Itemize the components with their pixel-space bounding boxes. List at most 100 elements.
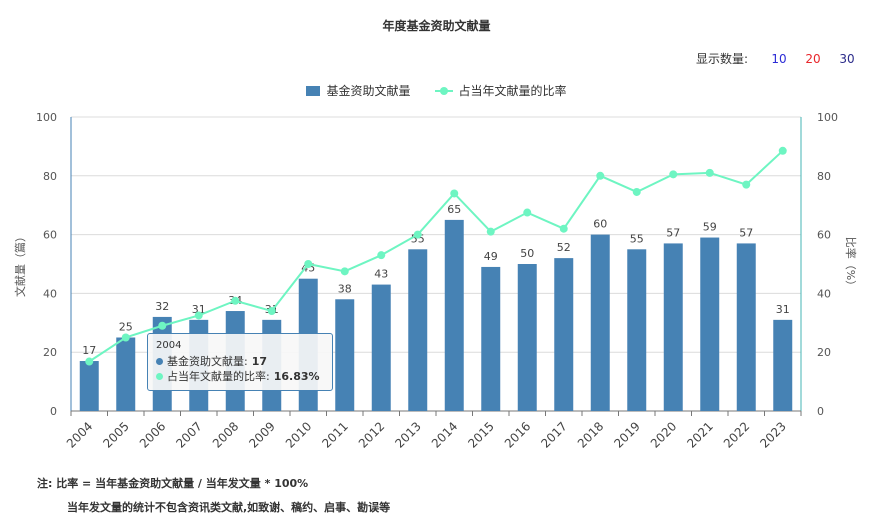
y-tick-label: 80: [43, 170, 57, 183]
ratio-point: [377, 251, 386, 260]
x-tick-label: 2005: [100, 419, 131, 450]
y2-axis-title: 比率（%）: [844, 237, 858, 291]
tooltip-ratio-value: 16.83%: [273, 370, 320, 383]
x-tick-label: 2006: [137, 419, 168, 450]
y2-tick-label: 60: [817, 229, 831, 242]
y-tick-label: 100: [36, 111, 57, 124]
x-tick-label: 2018: [575, 419, 606, 450]
display-count-option-30[interactable]: 30: [839, 51, 855, 66]
chart-notes: 注: 比率 = 当年基金资助文献量 / 当年发文量 * 100% 当年发文量的统…: [37, 472, 390, 520]
legend-line-label: 占当年文献量的比率: [458, 84, 567, 98]
y2-tick-label: 80: [817, 170, 831, 183]
bar: [517, 264, 537, 411]
tooltip-year: 2004: [156, 340, 182, 351]
legend-bar-label: 基金资助文献量: [326, 84, 411, 98]
bar: [773, 319, 793, 411]
bar-value-label: 65: [447, 203, 461, 216]
y-tick-label: 60: [43, 229, 57, 242]
x-tick-label: 2004: [64, 419, 95, 450]
x-tick-label: 2009: [246, 419, 277, 450]
ratio-point: [267, 307, 276, 316]
bar-value-label: 50: [520, 247, 534, 260]
bar-value-label: 59: [703, 221, 717, 234]
x-tick-label: 2023: [757, 419, 788, 450]
bar: [408, 249, 428, 411]
display-count-option-20[interactable]: 20: [805, 51, 821, 66]
ratio-point: [121, 333, 130, 342]
bar-value-label: 31: [192, 303, 206, 316]
note-exclusion: 当年发文量的统计不包含资讯类文献,如致谢、稿约、启事、勘误等: [67, 501, 391, 514]
y-tick-label: 40: [43, 287, 57, 300]
legend-bar-swatch: [306, 85, 321, 96]
y2-tick-label: 40: [817, 287, 831, 300]
bar-value-label: 38: [338, 282, 352, 295]
y2-tick-label: 0: [817, 405, 824, 418]
ratio-point: [596, 171, 605, 180]
tooltip-row-count: 基金资助文献量: 17: [156, 354, 324, 369]
bar-value-label: 60: [593, 218, 607, 231]
ratio-point: [340, 267, 349, 276]
y2-tick-label: 20: [817, 346, 831, 359]
x-tick-label: 2015: [465, 419, 496, 450]
tooltip-dot-ratio: [156, 373, 163, 380]
legend-item-bar[interactable]: 基金资助文献量: [306, 82, 411, 99]
legend-line-swatch: [434, 86, 453, 96]
bar: [371, 284, 391, 411]
bar: [663, 243, 683, 411]
bar-value-label: 49: [484, 250, 498, 263]
tooltip-count-value: 17: [251, 355, 268, 368]
bar-value-label: 17: [82, 344, 96, 357]
y-tick-label: 0: [50, 405, 57, 418]
x-tick-label: 2010: [283, 419, 314, 450]
bar: [481, 266, 501, 411]
chart-title: 年度基金资助文献量: [382, 19, 491, 33]
tooltip-dot-count: [156, 358, 163, 365]
ratio-line: [88, 150, 784, 363]
ratio-point: [742, 180, 751, 189]
bar: [444, 219, 464, 411]
bar: [116, 337, 136, 411]
x-tick-label: 2017: [538, 419, 569, 450]
bar: [335, 299, 355, 411]
x-tick-label: 2019: [611, 419, 642, 450]
bar: [627, 249, 647, 411]
bar-value-label: 57: [666, 226, 680, 239]
x-tick-label: 2008: [210, 419, 241, 450]
ratio-point: [523, 208, 532, 217]
ratio-point: [413, 230, 422, 239]
x-tick-label: 2012: [356, 419, 387, 450]
ratio-point: [304, 260, 313, 268]
tooltip-row-ratio: 占当年文献量的比率: 16.83%: [156, 369, 324, 384]
x-tick-label: 2021: [684, 419, 715, 450]
y-axis-title: 文献量（篇）: [13, 231, 27, 297]
chart-legend: 基金资助文献量 占当年文献量的比率: [0, 82, 873, 99]
tooltip-ratio-label: 占当年文献量的比率:: [167, 370, 270, 383]
x-tick-label: 2014: [429, 419, 460, 450]
bar-value-label: 57: [739, 226, 753, 239]
ratio-point: [158, 321, 167, 330]
tooltip-count-label: 基金资助文献量:: [167, 355, 248, 368]
x-tick-label: 2013: [392, 419, 423, 450]
bar-value-label: 31: [776, 303, 790, 316]
ratio-point: [486, 227, 495, 236]
bar-value-label: 55: [630, 232, 644, 245]
display-count-option-10[interactable]: 10: [771, 51, 787, 66]
y-tick-label: 20: [43, 346, 57, 359]
ratio-point: [85, 357, 94, 366]
display-count-selector: 显示数量: 10 20 30: [696, 50, 864, 67]
legend-item-line[interactable]: 占当年文献量的比率: [434, 82, 567, 99]
y2-tick-label: 100: [817, 111, 838, 124]
x-tick-label: 2022: [721, 419, 752, 450]
bar: [700, 237, 720, 411]
bar-value-label: 32: [155, 300, 169, 313]
note-formula: 注: 比率 = 当年基金资助文献量 / 当年发文量 * 100%: [37, 477, 309, 490]
ratio-point: [194, 311, 203, 320]
chart-tooltip: 2004 基金资助文献量: 17 占当年文献量的比率: 16.83%: [147, 333, 333, 391]
x-tick-label: 2016: [502, 419, 533, 450]
ratio-point: [559, 224, 568, 233]
bar: [590, 234, 610, 411]
ratio-point: [778, 146, 787, 155]
ratio-point: [450, 189, 459, 198]
bar: [736, 243, 756, 411]
